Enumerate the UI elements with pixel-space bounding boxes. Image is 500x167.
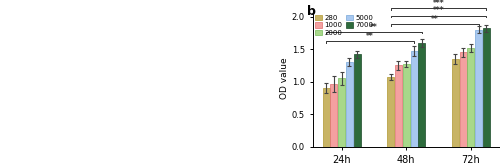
Bar — [468, 48, 474, 147]
Bar — [483, 28, 490, 147]
Y-axis label: OD value: OD value — [280, 58, 289, 99]
Text: **: ** — [370, 23, 378, 32]
Text: a: a — [8, 5, 16, 18]
Text: **: ** — [366, 32, 374, 41]
Bar — [418, 43, 426, 147]
Bar — [452, 59, 459, 147]
Bar — [346, 62, 353, 147]
Bar — [330, 84, 338, 147]
Text: ***: *** — [433, 6, 444, 15]
Legend: 280, 1000, 2000, 5000, 7000: 280, 1000, 2000, 5000, 7000 — [312, 12, 376, 39]
Bar — [354, 54, 360, 147]
Bar — [475, 30, 482, 147]
Bar — [322, 88, 330, 147]
Bar — [338, 78, 345, 147]
Bar — [410, 51, 418, 147]
Text: b: b — [308, 5, 316, 18]
Bar — [395, 65, 402, 147]
Bar — [387, 77, 394, 147]
Text: ***: *** — [433, 0, 444, 8]
Bar — [460, 52, 466, 147]
Bar — [403, 64, 409, 147]
Text: **: ** — [431, 15, 438, 24]
